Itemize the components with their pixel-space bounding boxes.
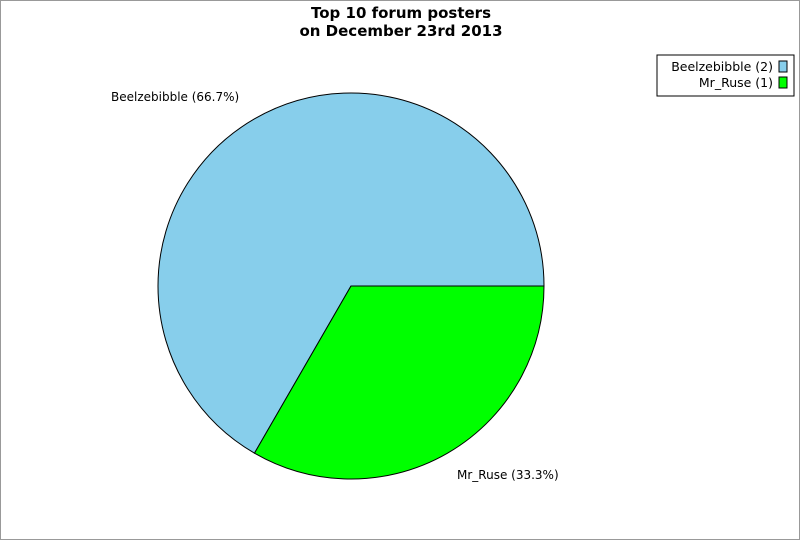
slice-label-0: Beelzebibble (66.7%) (111, 90, 239, 104)
legend-swatch-0 (778, 60, 788, 73)
legend-swatch-1 (778, 76, 788, 89)
legend: Beelzebibble (2) Mr_Ruse (1) (656, 54, 795, 97)
chart-title-line-2: on December 23rd 2013 (299, 22, 502, 40)
legend-label-1: Mr_Ruse (1) (699, 75, 773, 90)
chart-title-line-1: Top 10 forum posters (311, 4, 491, 22)
slice-label-1: Mr_Ruse (33.3%) (457, 468, 559, 482)
pie-slice-beelzebibble (157, 92, 545, 454)
pie-slice-mr-ruse (253, 285, 545, 480)
legend-box (656, 54, 795, 97)
legend-label-0: Beelzebibble (2) (671, 59, 773, 74)
